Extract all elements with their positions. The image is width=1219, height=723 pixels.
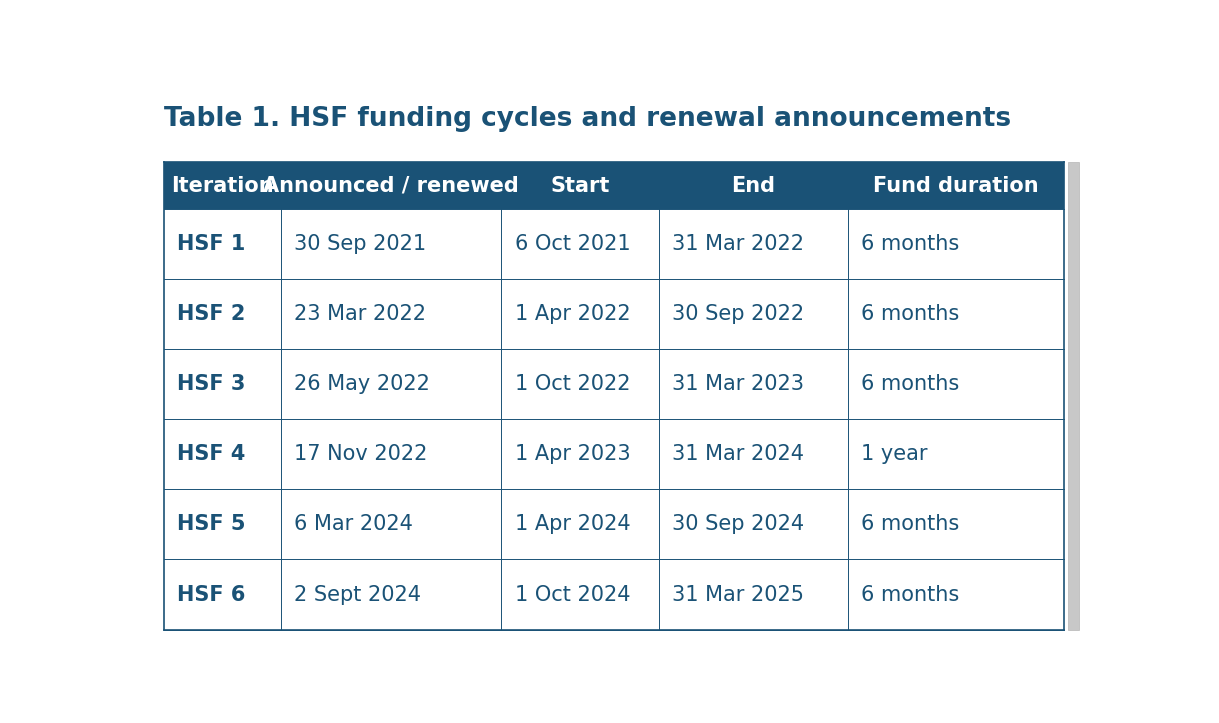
Text: 6 months: 6 months — [861, 515, 959, 534]
Text: 1 Apr 2024: 1 Apr 2024 — [514, 515, 630, 534]
Text: 31 Mar 2025: 31 Mar 2025 — [672, 584, 805, 604]
Text: 6 Mar 2024: 6 Mar 2024 — [294, 515, 413, 534]
Text: 17 Nov 2022: 17 Nov 2022 — [294, 445, 428, 464]
Text: 26 May 2022: 26 May 2022 — [294, 375, 430, 394]
Bar — [163, 560, 1064, 630]
Text: 23 Mar 2022: 23 Mar 2022 — [294, 304, 425, 325]
Text: Iteration: Iteration — [171, 176, 273, 196]
Text: HSF 3: HSF 3 — [177, 375, 245, 394]
Text: 31 Mar 2023: 31 Mar 2023 — [672, 375, 805, 394]
Text: Announced / renewed: Announced / renewed — [263, 176, 519, 196]
Bar — [163, 162, 1064, 209]
Text: 6 months: 6 months — [861, 304, 959, 325]
Text: 1 Oct 2022: 1 Oct 2022 — [514, 375, 630, 394]
Text: HSF 2: HSF 2 — [177, 304, 245, 325]
Bar — [163, 279, 1064, 349]
Text: 1 year: 1 year — [861, 445, 928, 464]
Text: 2 Sept 2024: 2 Sept 2024 — [294, 584, 421, 604]
Text: 6 months: 6 months — [861, 375, 959, 394]
Text: 30 Sep 2024: 30 Sep 2024 — [672, 515, 805, 534]
Text: 6 months: 6 months — [861, 234, 959, 254]
Bar — [1068, 162, 1079, 630]
Text: Table 1. HSF funding cycles and renewal announcements: Table 1. HSF funding cycles and renewal … — [163, 106, 1011, 132]
Text: 30 Sep 2021: 30 Sep 2021 — [294, 234, 427, 254]
Text: 6 Oct 2021: 6 Oct 2021 — [514, 234, 630, 254]
Bar — [163, 209, 1064, 279]
Text: HSF 5: HSF 5 — [177, 515, 245, 534]
Text: Fund duration: Fund duration — [873, 176, 1039, 196]
Text: HSF 1: HSF 1 — [177, 234, 245, 254]
Text: End: End — [731, 176, 775, 196]
Bar — [163, 349, 1064, 419]
Text: HSF 4: HSF 4 — [177, 445, 245, 464]
Bar — [163, 489, 1064, 560]
Text: 30 Sep 2022: 30 Sep 2022 — [672, 304, 805, 325]
Text: 31 Mar 2022: 31 Mar 2022 — [672, 234, 805, 254]
Text: Start: Start — [551, 176, 610, 196]
Bar — [163, 419, 1064, 489]
Text: 6 months: 6 months — [861, 584, 959, 604]
Text: HSF 6: HSF 6 — [177, 584, 245, 604]
Text: 1 Apr 2023: 1 Apr 2023 — [514, 445, 630, 464]
Text: 1 Oct 2024: 1 Oct 2024 — [514, 584, 630, 604]
Text: 31 Mar 2024: 31 Mar 2024 — [672, 445, 805, 464]
Text: 1 Apr 2022: 1 Apr 2022 — [514, 304, 630, 325]
